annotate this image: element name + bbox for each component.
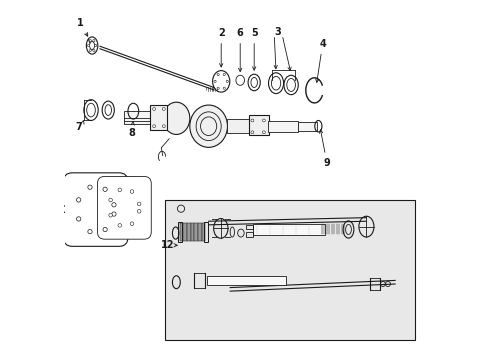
Circle shape (93, 40, 95, 42)
Circle shape (109, 198, 112, 202)
Text: 7: 7 (75, 122, 82, 132)
Text: 4: 4 (315, 39, 325, 82)
Polygon shape (164, 200, 414, 339)
Bar (206, 276, 285, 285)
Circle shape (217, 87, 219, 89)
Bar (246, 232, 252, 237)
Circle shape (88, 185, 92, 189)
Circle shape (130, 222, 134, 225)
Bar (190, 223, 194, 241)
Circle shape (89, 40, 91, 42)
Circle shape (214, 80, 216, 82)
Circle shape (88, 229, 92, 234)
Circle shape (103, 228, 107, 232)
Text: 12: 12 (161, 240, 174, 250)
Circle shape (93, 49, 95, 51)
Bar (267, 121, 298, 132)
Circle shape (162, 108, 165, 111)
Bar (297, 122, 317, 131)
Text: 11: 11 (118, 176, 131, 186)
Circle shape (250, 131, 253, 134)
Text: 9: 9 (319, 130, 330, 168)
Bar (253, 225, 325, 234)
Circle shape (162, 125, 165, 128)
Bar (198, 223, 202, 241)
Circle shape (152, 108, 155, 111)
Bar (124, 111, 151, 125)
Circle shape (262, 131, 265, 134)
Circle shape (118, 188, 122, 192)
Bar (178, 222, 182, 242)
Circle shape (152, 125, 155, 128)
Circle shape (76, 198, 81, 202)
Text: 6: 6 (236, 28, 243, 72)
Circle shape (89, 49, 91, 51)
Circle shape (262, 119, 265, 122)
Text: 8: 8 (128, 122, 135, 138)
Circle shape (223, 87, 225, 89)
Bar (226, 119, 249, 133)
Text: 2: 2 (217, 28, 224, 67)
Text: 3: 3 (274, 27, 281, 37)
Bar (150, 105, 167, 130)
Bar (186, 223, 190, 241)
Text: 10: 10 (62, 206, 76, 216)
Circle shape (118, 224, 122, 227)
Bar (179, 223, 183, 241)
FancyBboxPatch shape (63, 173, 128, 246)
Circle shape (223, 73, 225, 76)
Circle shape (94, 44, 97, 46)
Circle shape (217, 73, 219, 76)
Bar (246, 225, 252, 229)
Circle shape (130, 190, 134, 193)
Circle shape (137, 202, 141, 206)
Ellipse shape (163, 102, 189, 134)
Circle shape (250, 119, 253, 122)
Circle shape (137, 210, 141, 213)
Circle shape (112, 203, 116, 207)
Bar (204, 222, 208, 242)
Bar (248, 116, 268, 135)
Circle shape (109, 213, 112, 217)
Circle shape (112, 212, 116, 216)
Ellipse shape (189, 105, 227, 147)
Circle shape (76, 217, 81, 221)
Bar (194, 223, 198, 241)
Circle shape (226, 80, 228, 82)
Bar (202, 223, 205, 241)
Circle shape (87, 44, 89, 46)
Bar (183, 223, 186, 241)
Circle shape (103, 187, 107, 192)
Text: 5: 5 (250, 28, 257, 70)
FancyBboxPatch shape (97, 176, 151, 239)
Text: 1: 1 (77, 18, 87, 36)
